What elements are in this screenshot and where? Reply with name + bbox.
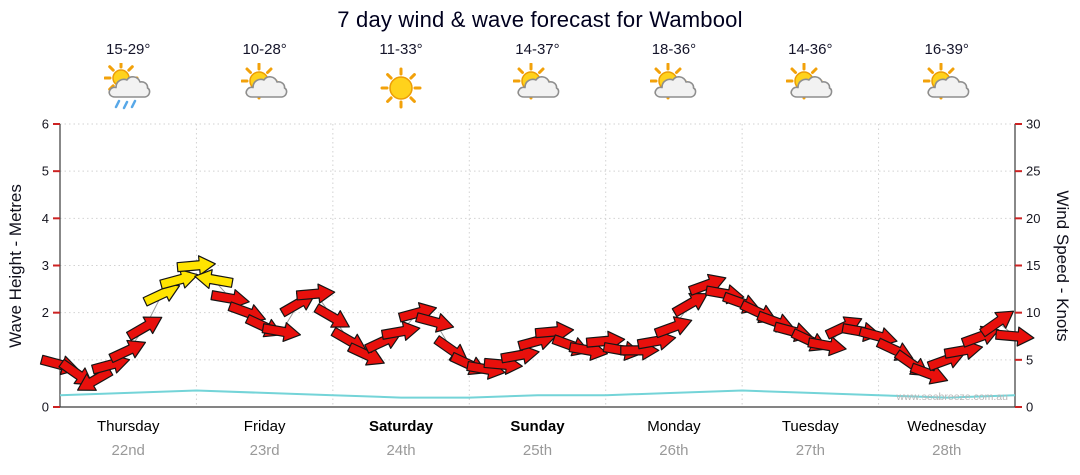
day-temp-range: 18-36° [651, 41, 697, 58]
wind-arrow [671, 292, 709, 318]
weather-icon-wrap [785, 62, 834, 111]
x-axis-day: Saturday 24th [333, 418, 469, 459]
sun-icon [380, 67, 422, 109]
page-title: 7 day wind & wave forecast for Wambool [337, 7, 743, 32]
wind-arrow [653, 316, 693, 339]
right-axis-tick-label: 5 [1026, 352, 1033, 367]
day-header: 18-36° [606, 40, 742, 124]
sun-cloud-rain-icon [103, 60, 151, 110]
x-axis-day: Sunday 25th [469, 418, 605, 459]
day-name-label: Saturday [368, 418, 434, 435]
day-date-label: 24th [386, 442, 416, 459]
wind-arrow [261, 322, 302, 342]
wind-arrow [979, 310, 1015, 338]
day-header: 14-37° [469, 40, 605, 124]
x-axis-day: Wednesday 28th [879, 418, 1015, 459]
wind-arrow [295, 283, 336, 304]
weather-icon-wrap [240, 62, 289, 111]
sun-icon [380, 67, 422, 109]
day-header: 11-33° [333, 40, 469, 124]
x-axis-day: Monday 26th [606, 418, 742, 459]
sun-cloud-icon [649, 62, 697, 100]
day-date-label: 25th [522, 442, 553, 459]
day-name-label: Friday [243, 418, 286, 435]
cloud-icon [108, 76, 151, 98]
wave-height-line [59, 389, 1016, 399]
cloud-icon [245, 76, 287, 98]
day-date-label: 23rd [249, 442, 280, 459]
wind-arrow [807, 336, 847, 357]
wind-arrow [909, 362, 949, 385]
day-header: 15-29° [60, 40, 196, 124]
wind-arrow [995, 326, 1035, 347]
wind-arrow [176, 255, 216, 276]
day-date-label: 27th [795, 442, 825, 459]
day-name-label: Monday [647, 418, 701, 435]
cloud-icon [654, 76, 697, 98]
day-date-label: 26th [659, 442, 689, 459]
wind-arrow [381, 321, 421, 341]
day-name-label: Sunday [510, 418, 565, 435]
sun-cloud-icon [785, 62, 833, 100]
right-axis-tick-label: 20 [1026, 211, 1040, 226]
wind-arrow [313, 303, 350, 328]
sun-cloud-icon [922, 62, 970, 100]
cloud-icon [517, 76, 560, 98]
right-axis-tick-label: 10 [1026, 305, 1040, 320]
weather-icon-wrap [377, 63, 425, 111]
right-axis-tick-label: 30 [1026, 117, 1040, 132]
wind-arrow [194, 269, 234, 290]
day-temp-range: 14-36° [788, 41, 833, 58]
day-date-label: 28th [932, 442, 962, 459]
x-axis-day: Thursday 22nd [60, 418, 196, 459]
day-header: 10-28° [196, 40, 332, 124]
wind-arrow [534, 321, 575, 342]
sun-cloud-icon [240, 62, 287, 100]
right-axis-tick-label: 15 [1026, 258, 1040, 273]
left-axis-tick-label: 0 [42, 400, 49, 415]
cloud-icon [927, 76, 970, 98]
left-axis-tick-label: 4 [42, 211, 49, 226]
weather-icon-wrap [649, 62, 698, 111]
wind-arrow [159, 269, 199, 290]
weather-icon-wrap [512, 62, 561, 111]
cloud-icon [790, 76, 833, 98]
wind-arrow [688, 273, 727, 296]
day-temp-range: 10-28° [242, 41, 287, 58]
day-name-label: Wednesday [907, 418, 987, 435]
wind-arrow [108, 339, 147, 364]
left-axis-tick-label: 5 [42, 164, 49, 179]
left-axis-tick-label: 3 [42, 258, 49, 273]
day-header: 14-36° [742, 40, 878, 124]
x-axis-day: Friday 23rd [196, 418, 332, 459]
x-axis-day-labels: Thursday 22nd Friday 23rd Saturday 24th Sunday… [60, 418, 1015, 459]
weather-icon-wrap [922, 62, 971, 111]
rain-icon [114, 99, 137, 110]
x-axis-day: Tuesday 27th [742, 418, 878, 459]
day-name-label: Thursday [96, 418, 160, 435]
left-axis-tick-label: 2 [42, 305, 49, 320]
day-name-label: Tuesday [781, 418, 839, 435]
day-headers: 15-29° 10-28° 11-33° 14-37° 18-36° 14-36° 16-3… [60, 40, 1015, 124]
right-axis-tick-label: 25 [1026, 164, 1040, 179]
weather-icon-wrap [103, 60, 152, 111]
day-temp-range: 16-39° [924, 41, 969, 58]
left-axis-tick-label: 6 [42, 117, 49, 132]
sun-cloud-icon [512, 62, 560, 100]
wind-arrow [125, 316, 163, 341]
day-temp-range: 11-33° [379, 41, 423, 58]
day-header: 16-39° [879, 40, 1015, 124]
wind-arrow [415, 312, 455, 333]
day-date-label: 22nd [111, 442, 145, 459]
watermark: www.seabreeze.com.au [896, 391, 1009, 403]
day-temp-range: 14-37° [515, 41, 560, 58]
day-temp-range: 15-29° [106, 41, 151, 58]
right-axis-tick-label: 0 [1026, 400, 1033, 415]
